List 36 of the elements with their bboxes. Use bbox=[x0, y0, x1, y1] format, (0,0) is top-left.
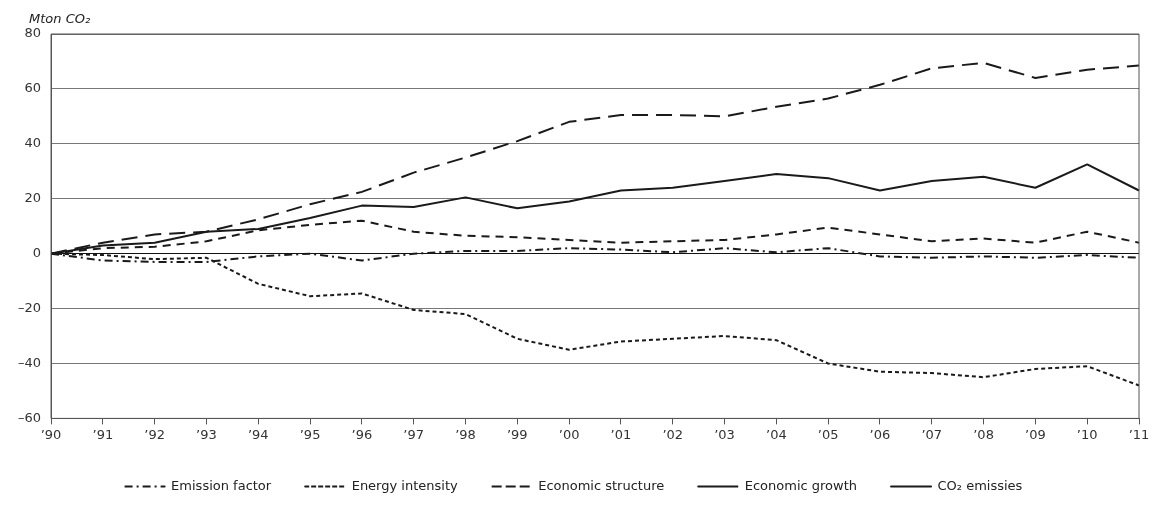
x-tick-label: ’96 bbox=[351, 426, 373, 442]
x-tick-label: ’03 bbox=[714, 426, 735, 442]
y-tick-label: –60 bbox=[18, 409, 42, 425]
x-tick-label: ’10 bbox=[1076, 426, 1098, 442]
x-tick-label: ’91 bbox=[92, 426, 114, 442]
x-tick-label: ’98 bbox=[455, 426, 476, 442]
y-tick-label: 0 bbox=[32, 245, 42, 261]
x-tick-label: ’08 bbox=[973, 426, 994, 442]
legend-label: Emission factor bbox=[171, 477, 272, 493]
legend-label: Economic growth bbox=[744, 477, 858, 493]
x-tick-label: ’99 bbox=[506, 426, 528, 442]
x-tick-label: ’01 bbox=[610, 426, 632, 442]
x-tick-label: ’93 bbox=[196, 426, 217, 442]
y-tick-label: 40 bbox=[24, 135, 42, 151]
x-tick-label: ’02 bbox=[662, 426, 684, 442]
y-tick-label: –40 bbox=[18, 354, 42, 370]
x-tick-label: ’00 bbox=[558, 426, 580, 442]
x-tick-label: ’05 bbox=[817, 426, 839, 442]
x-tick-label: ’95 bbox=[299, 426, 321, 442]
x-tick-label: ’97 bbox=[403, 426, 425, 442]
y-tick-label: –20 bbox=[18, 299, 42, 315]
x-tick-label: ’06 bbox=[869, 426, 891, 442]
legend-label: Energy intensity bbox=[351, 477, 458, 493]
x-tick-label: ’94 bbox=[247, 426, 269, 442]
x-tick-label: ’92 bbox=[144, 426, 165, 442]
x-tick-label: ’07 bbox=[921, 426, 943, 442]
y-axis-title: Mton CO₂ bbox=[29, 10, 91, 26]
x-tick-label: ’90 bbox=[40, 426, 62, 442]
legend-label: CO₂ emissies bbox=[937, 477, 1023, 493]
y-tick-label: 60 bbox=[24, 80, 42, 96]
x-tick-label: ’11 bbox=[1128, 426, 1150, 442]
x-tick-label: ’04 bbox=[766, 426, 787, 442]
y-tick-label: 20 bbox=[24, 190, 42, 206]
legend-label: Economic structure bbox=[538, 477, 665, 493]
x-tick-label: ’09 bbox=[1025, 426, 1046, 442]
y-tick-label: 80 bbox=[24, 25, 42, 41]
